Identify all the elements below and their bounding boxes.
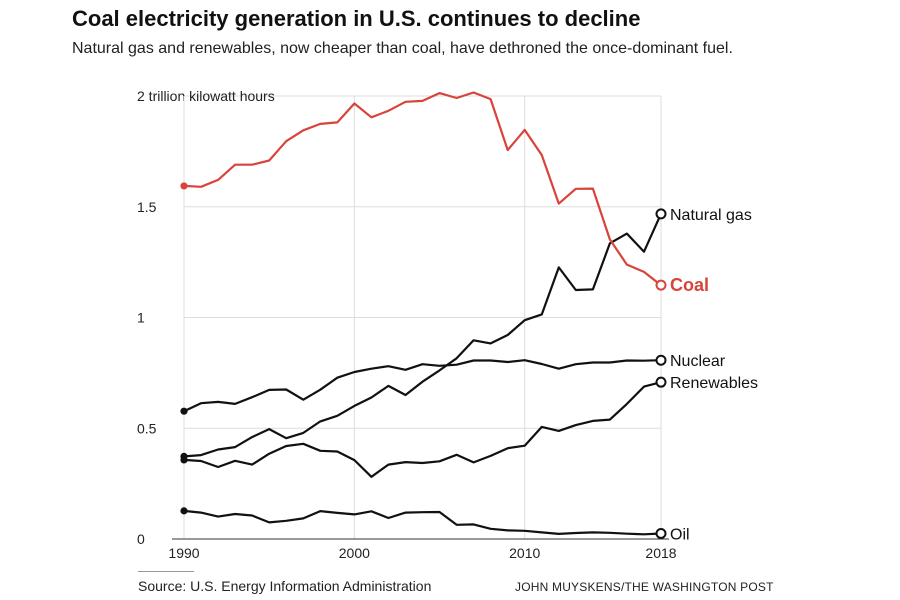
y-tick-label-0: 0 — [137, 531, 145, 547]
x-tick-label-1990: 1990 — [168, 545, 199, 561]
y-tick-label-1: 0.5 — [137, 420, 157, 436]
series-start-point-renewables — [180, 456, 188, 464]
y-tick-label-3: 1.5 — [137, 199, 157, 215]
series-label-nuclear: Nuclear — [670, 353, 726, 370]
series-line-natural-gas — [183, 213, 663, 458]
series-line-coal — [183, 91, 662, 287]
footer-divider — [138, 571, 194, 572]
series-line-renewables — [183, 381, 662, 478]
chart-subtitle: Natural gas and renewables, now cheaper … — [72, 40, 733, 57]
series-label-natural-gas: Natural gas — [670, 207, 752, 224]
source-note: Source: U.S. Energy Information Administ… — [138, 578, 432, 594]
x-tick-label-2000: 2000 — [339, 545, 370, 561]
series-end-point-renewables — [655, 376, 667, 388]
series-label-renewables: Renewables — [670, 375, 758, 392]
x-tick-label-2018: 2018 — [645, 545, 676, 561]
series-start-point-oil — [180, 507, 188, 515]
series-start-point-coal — [180, 182, 188, 190]
series-line-nuclear — [183, 359, 662, 413]
credit-line: JOHN MUYSKENS/THE WASHINGTON POST — [515, 580, 774, 594]
chart-title: Coal electricity generation in U.S. cont… — [72, 6, 641, 31]
series-end-point-nuclear — [655, 354, 667, 366]
series-label-coal: Coal — [670, 275, 709, 295]
y-tick-label-4: 2 trillion kilowatt hours — [137, 88, 275, 104]
series-end-point-coal — [655, 279, 667, 291]
series-line-oil — [183, 509, 662, 536]
series-end-point-natural-gas — [655, 208, 667, 220]
x-tick-label-2010: 2010 — [509, 545, 540, 561]
series-start-point-nuclear — [180, 407, 188, 415]
series-end-point-oil — [655, 527, 667, 539]
series-label-oil: Oil — [670, 526, 690, 543]
y-tick-label-2: 1 — [137, 310, 145, 326]
